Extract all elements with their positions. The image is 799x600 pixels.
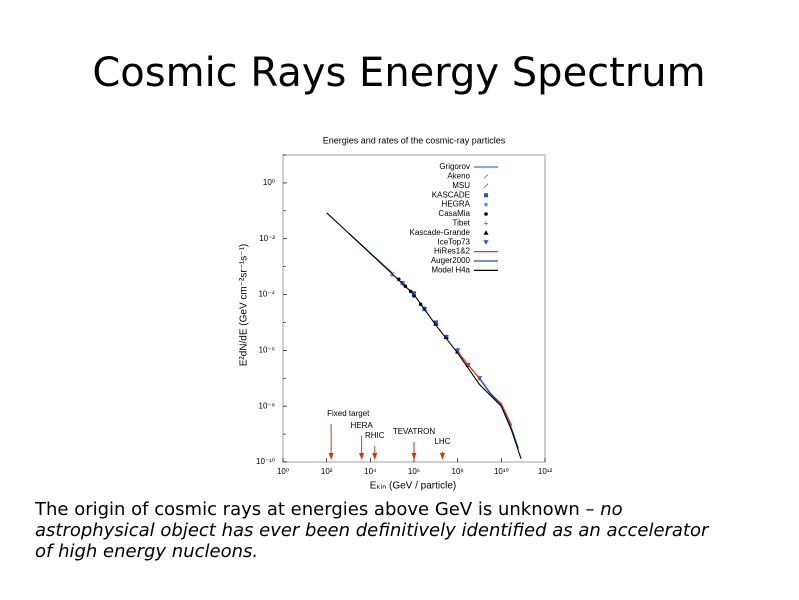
legend-swatch — [483, 174, 489, 179]
caption: The origin of cosmic rays at energies ab… — [34, 499, 710, 562]
annotation-arrowhead — [328, 453, 334, 460]
x-tick-label: 10¹⁰ — [494, 467, 509, 476]
legend-label: HiRes1&2 — [434, 247, 471, 256]
x-tick-label: 10⁸ — [452, 467, 464, 476]
data-point — [455, 348, 461, 353]
legend-label: Kascade-Grande — [410, 228, 471, 237]
data-point — [433, 320, 439, 325]
legend-label: KASCADE — [432, 190, 470, 199]
legend-label: Model H4a — [431, 266, 470, 275]
legend-swatch — [483, 230, 489, 235]
x-tick-label: 10⁶ — [408, 467, 420, 476]
legend-label: IceTop73 — [438, 237, 471, 246]
legend-label: CasaMia — [438, 209, 470, 218]
annotation-label: Fixed target — [327, 409, 370, 418]
annotation-label: LHC — [434, 437, 450, 446]
legend-swatch — [484, 221, 488, 226]
legend-swatch — [483, 183, 489, 189]
y-tick-label: 10⁻² — [259, 234, 275, 243]
annotation-arrowhead — [372, 453, 378, 460]
series-line — [326, 212, 522, 459]
y-tick-label: 10⁻⁴ — [258, 290, 275, 299]
caption-segment: no — [600, 499, 622, 520]
chart-title: Energies and rates of the cosmic-ray par… — [323, 135, 506, 145]
legend-label: Auger2000 — [431, 256, 471, 265]
x-axis-label: Eₖᵢₙ (GeV / particle) — [370, 481, 457, 492]
x-tick-label: 10⁴ — [364, 467, 377, 476]
legend-label: MSU — [452, 181, 470, 190]
legend-swatch — [484, 212, 488, 216]
legend-swatch — [483, 240, 489, 245]
y-tick-label: 10⁰ — [263, 178, 275, 187]
caption-segment: The origin of cosmic rays at energies ab… — [34, 499, 600, 520]
y-axis-label: E²dN/dE (GeV cm⁻²sr⁻¹s⁻¹) — [239, 244, 250, 367]
series-line — [478, 377, 519, 449]
annotation-arrowhead — [359, 453, 365, 460]
annotation-arrowhead — [411, 453, 417, 460]
legend-label: Tibet — [453, 219, 471, 228]
caption-segment: of high energy nucleons. — [35, 541, 258, 562]
annotation-arrowhead — [439, 453, 445, 460]
x-tick-label: 10⁰ — [277, 467, 289, 476]
caption-segment: astrophysical object has ever been defin… — [35, 520, 710, 541]
annotation-label: TEVATRON — [393, 427, 436, 436]
annotation-label: RHIC — [365, 431, 385, 440]
annotation-label: HERA — [351, 421, 374, 430]
legend-swatch — [484, 202, 488, 207]
x-tick-label: 10¹² — [538, 467, 553, 476]
y-tick-label: 10⁻⁶ — [259, 345, 275, 354]
y-tick-label: 10⁻¹⁰ — [256, 457, 275, 466]
slide-title: Cosmic Rays Energy Spectrum — [92, 50, 705, 96]
y-tick-label: 10⁻⁸ — [259, 401, 276, 410]
series-line — [457, 351, 513, 426]
legend-label: Grigorov — [439, 162, 470, 171]
legend-label: Akeno — [447, 172, 470, 181]
x-tick-label: 10² — [321, 467, 333, 476]
legend-swatch — [484, 193, 488, 198]
legend-label: HEGRA — [442, 200, 471, 209]
